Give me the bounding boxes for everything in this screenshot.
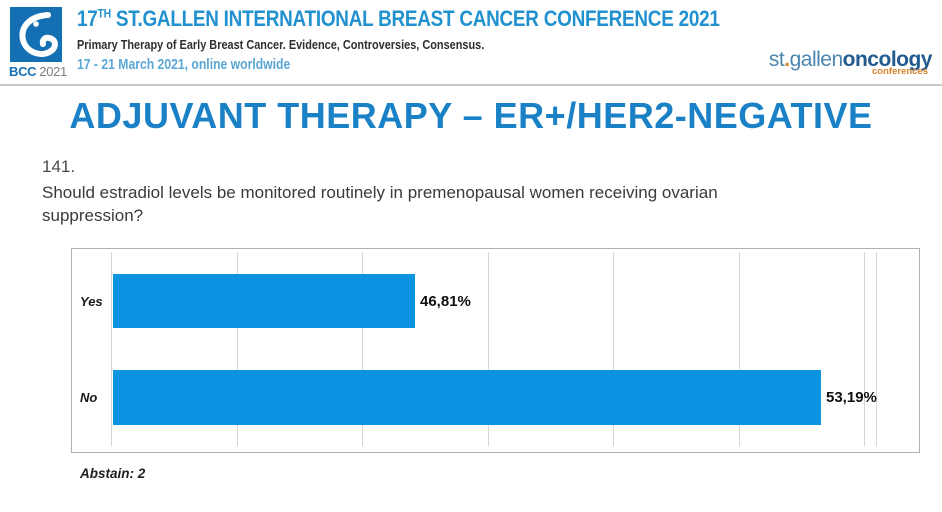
bar-yes <box>113 274 415 328</box>
drop-swan-icon <box>10 12 62 66</box>
logo-st-text: st <box>768 48 785 71</box>
bcc-text: BCC <box>9 64 37 79</box>
conference-title: 17TH ST.GALLEN INTERNATIONAL BREAST CANC… <box>77 6 720 32</box>
question-text: Should estradiol levels be monitored rou… <box>42 183 718 226</box>
bar-value-yes: 46,81% <box>420 292 471 310</box>
gridline <box>864 252 865 446</box>
slide-title: ADJUVANT THERAPY – ER+/HER2-NEGATIVE <box>69 95 873 136</box>
logo-oncology-text: oncology <box>842 48 933 71</box>
gridline <box>488 252 489 446</box>
category-label-yes: Yes <box>80 293 103 309</box>
bcc-year-label: BCC 2021 <box>9 64 79 79</box>
bar-no <box>113 370 821 425</box>
bar-row-yes: 46,81% <box>113 274 471 328</box>
gridline <box>111 252 112 446</box>
conference-subtitle: Primary Therapy of Early Breast Cancer. … <box>77 37 485 52</box>
bcc-logo <box>10 7 62 62</box>
conference-dates: 17 - 21 March 2021, online worldwide <box>77 57 291 73</box>
poll-results-chart: Yes No 46,81% 53,19% <box>71 248 920 453</box>
question-number: 141. <box>42 157 76 176</box>
gridline <box>613 252 614 446</box>
header-divider <box>0 84 942 86</box>
gridline <box>237 252 238 446</box>
category-label-no: No <box>80 390 98 405</box>
conference-title-ordinal: TH <box>97 6 112 21</box>
chart-plot-area <box>111 252 877 446</box>
bar-value-no: 53,19% <box>826 389 877 406</box>
conference-title-number: 17 <box>77 6 98 31</box>
stgallen-oncology-logo: st.gallenoncology <box>768 48 933 72</box>
gridline <box>739 252 740 446</box>
logo-gallen-text: gallen <box>789 48 844 71</box>
bar-row-no: 53,19% <box>113 370 877 425</box>
bcc-year-text: 2021 <box>39 64 67 79</box>
logo-conferences-text: conferences <box>872 66 928 77</box>
conference-title-text: ST.GALLEN INTERNATIONAL BREAST CANCER CO… <box>110 6 720 31</box>
gridline <box>362 252 363 446</box>
abstain-note: Abstain: 2 <box>80 466 146 481</box>
logo-dot: . <box>784 48 790 71</box>
